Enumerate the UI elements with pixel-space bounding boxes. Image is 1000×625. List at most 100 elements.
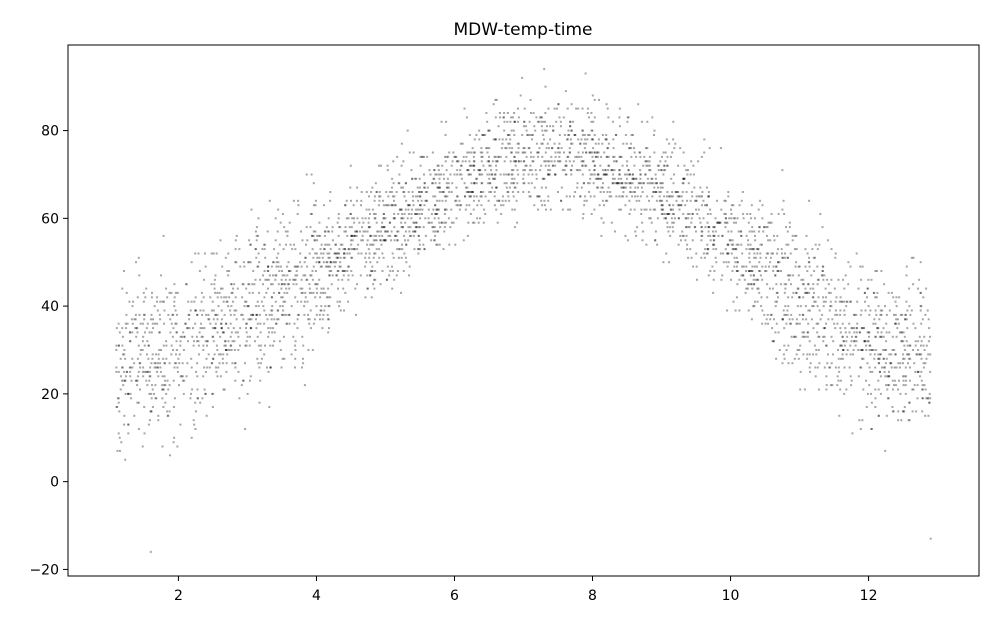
data-point bbox=[280, 287, 283, 290]
data-point bbox=[367, 226, 370, 229]
data-point bbox=[534, 169, 537, 172]
data-point bbox=[835, 296, 838, 299]
data-point bbox=[496, 160, 498, 163]
data-point bbox=[427, 221, 430, 224]
data-point bbox=[236, 287, 239, 290]
data-point bbox=[402, 226, 404, 229]
data-point bbox=[730, 208, 732, 211]
data-point bbox=[841, 353, 844, 356]
data-point bbox=[735, 265, 738, 268]
data-point bbox=[252, 313, 255, 316]
data-point bbox=[638, 199, 641, 202]
data-point bbox=[724, 213, 727, 215]
data-point bbox=[713, 239, 716, 242]
data-point bbox=[248, 291, 251, 294]
data-point bbox=[722, 252, 725, 255]
data-point bbox=[327, 230, 330, 233]
data-point bbox=[865, 349, 868, 351]
data-point bbox=[842, 349, 845, 351]
data-point bbox=[774, 300, 777, 303]
data-point bbox=[161, 375, 164, 378]
data-point bbox=[459, 142, 462, 145]
data-point bbox=[299, 261, 302, 264]
data-point bbox=[928, 401, 931, 404]
data-point bbox=[494, 155, 497, 158]
data-point bbox=[893, 366, 896, 369]
data-point bbox=[464, 195, 467, 198]
data-point bbox=[273, 331, 276, 334]
data-point bbox=[122, 384, 125, 387]
data-point bbox=[214, 327, 217, 330]
data-point bbox=[537, 155, 539, 158]
data-point bbox=[904, 366, 907, 369]
data-point bbox=[251, 283, 254, 286]
data-point bbox=[544, 120, 547, 123]
data-point bbox=[440, 173, 442, 176]
data-point bbox=[412, 199, 415, 202]
data-point bbox=[621, 182, 624, 185]
data-point bbox=[172, 313, 175, 316]
data-point bbox=[862, 327, 865, 330]
data-point bbox=[194, 252, 197, 255]
data-point bbox=[731, 248, 734, 251]
data-point bbox=[877, 353, 880, 356]
data-point bbox=[465, 186, 467, 189]
data-point bbox=[837, 357, 840, 360]
data-point bbox=[351, 274, 354, 277]
data-point bbox=[229, 344, 232, 347]
data-point bbox=[372, 243, 375, 246]
data-point bbox=[273, 340, 276, 343]
data-point bbox=[356, 248, 359, 251]
data-point bbox=[400, 226, 403, 229]
data-point bbox=[588, 191, 591, 193]
data-point bbox=[350, 199, 352, 202]
data-point bbox=[895, 366, 898, 369]
data-point bbox=[294, 265, 297, 268]
data-point bbox=[353, 217, 355, 220]
data-point bbox=[843, 344, 846, 347]
data-point bbox=[780, 270, 782, 272]
data-point bbox=[466, 151, 469, 154]
data-point bbox=[552, 129, 555, 132]
data-point bbox=[657, 164, 660, 167]
data-point bbox=[543, 199, 546, 202]
data-point bbox=[902, 340, 905, 343]
data-point bbox=[853, 340, 855, 343]
data-point bbox=[826, 353, 829, 356]
data-point bbox=[176, 291, 179, 294]
data-point bbox=[335, 256, 338, 259]
data-point bbox=[342, 256, 345, 259]
data-point bbox=[324, 305, 327, 308]
data-point bbox=[540, 186, 543, 189]
data-point bbox=[337, 234, 340, 237]
data-point bbox=[379, 239, 382, 242]
data-point bbox=[407, 204, 410, 207]
data-point bbox=[348, 226, 351, 229]
data-point bbox=[365, 191, 368, 193]
data-point bbox=[391, 252, 394, 255]
data-point bbox=[871, 349, 874, 351]
data-point bbox=[914, 370, 917, 373]
data-point bbox=[707, 248, 710, 251]
data-point bbox=[875, 313, 878, 316]
data-point bbox=[139, 322, 142, 325]
data-point bbox=[511, 177, 514, 180]
data-point bbox=[591, 155, 594, 158]
data-point bbox=[481, 182, 484, 185]
data-point bbox=[842, 349, 845, 351]
data-point bbox=[633, 147, 635, 150]
data-point bbox=[892, 296, 895, 299]
data-point bbox=[371, 208, 374, 211]
data-point bbox=[640, 120, 643, 123]
data-point bbox=[321, 327, 324, 330]
data-point bbox=[386, 204, 389, 207]
data-point bbox=[871, 370, 874, 373]
data-point bbox=[706, 243, 709, 246]
data-point bbox=[356, 283, 358, 286]
data-point bbox=[901, 313, 904, 316]
data-point bbox=[559, 151, 561, 154]
data-point bbox=[228, 296, 231, 299]
data-point bbox=[586, 112, 589, 114]
data-point bbox=[927, 414, 930, 417]
data-point bbox=[505, 173, 508, 176]
